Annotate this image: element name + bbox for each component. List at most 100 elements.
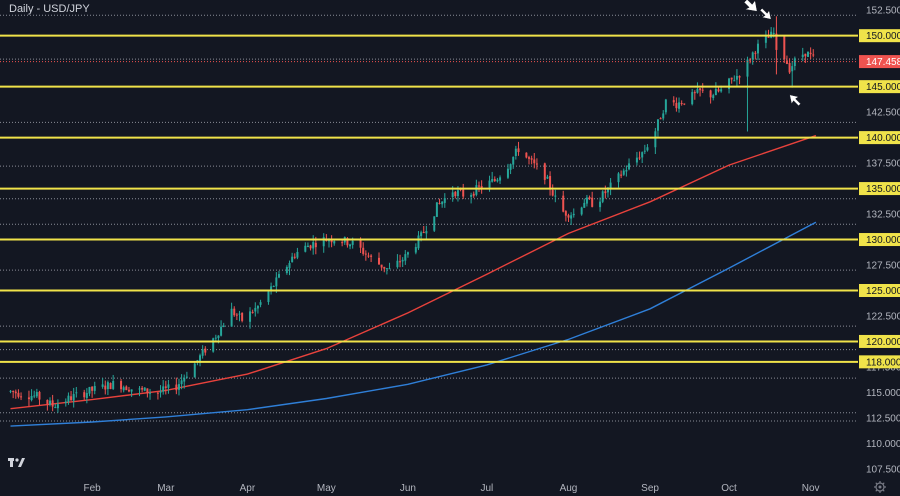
candle-body <box>699 88 702 91</box>
candle-body <box>120 380 123 390</box>
candle-body <box>177 384 180 390</box>
x-tick-label: May <box>317 483 336 494</box>
candle-body <box>330 240 333 243</box>
candle-body <box>327 240 330 242</box>
y-tick-label: 112.500 <box>866 413 900 424</box>
candle-body <box>570 215 573 219</box>
candle-body <box>533 159 536 164</box>
candle-body <box>106 382 109 390</box>
time-axis[interactable] <box>0 476 858 496</box>
candle-body <box>109 382 112 390</box>
candle-body <box>217 335 220 339</box>
candle-body <box>222 325 225 327</box>
candle-body <box>175 384 178 391</box>
tradingview-logo-icon[interactable] <box>8 458 25 467</box>
candle-body <box>549 176 552 190</box>
candle-body <box>496 179 499 182</box>
candle-body <box>746 59 749 77</box>
candle-body <box>401 259 404 262</box>
candle-body <box>238 313 241 315</box>
candle-body <box>396 260 399 268</box>
candle-body <box>785 60 788 64</box>
candle-body <box>435 202 438 217</box>
level-price-label: 130.000 <box>866 235 900 246</box>
candle-body <box>199 355 202 361</box>
candle-body <box>604 191 607 194</box>
candle-body <box>306 245 309 248</box>
candle-body <box>185 376 188 378</box>
candle-body <box>791 66 794 72</box>
candle-body <box>588 197 591 199</box>
candle-body <box>730 77 733 80</box>
candle-body <box>143 387 146 391</box>
candle-body <box>259 302 262 305</box>
candle-body <box>249 311 252 322</box>
candle-body <box>46 399 49 404</box>
candle-body <box>783 36 786 60</box>
gear-icon[interactable] <box>874 481 886 493</box>
candle-body <box>793 58 796 67</box>
candle-body <box>622 170 625 175</box>
candle-body <box>272 286 275 288</box>
candle-body <box>617 173 620 183</box>
candle-body <box>9 390 12 392</box>
candle-body <box>125 386 128 391</box>
candle-body <box>714 89 717 96</box>
candle-body <box>127 389 130 392</box>
candle-body <box>720 89 723 92</box>
x-tick-label: Aug <box>560 483 578 494</box>
candle-body <box>383 266 386 269</box>
candle-body <box>364 253 367 255</box>
candle-body <box>654 131 657 148</box>
candle-body <box>517 148 520 153</box>
candle-body <box>291 256 294 263</box>
candle-body <box>433 216 436 231</box>
candle-body <box>535 163 538 165</box>
x-tick-label: Feb <box>83 483 101 494</box>
candle-body <box>478 185 481 187</box>
candle-body <box>580 207 583 215</box>
candle-body <box>164 386 167 388</box>
candle-body <box>417 235 420 249</box>
candle-body <box>472 193 475 196</box>
x-tick-label: Sep <box>641 483 659 494</box>
level-price-badge <box>859 355 900 369</box>
candle-body <box>67 395 70 402</box>
candle-body <box>64 401 67 404</box>
candle-body <box>33 395 36 397</box>
candle-body <box>167 384 170 388</box>
candle-body <box>712 95 715 99</box>
level-price-badge <box>859 80 900 94</box>
candle-body <box>701 89 704 91</box>
candle-body <box>646 147 649 151</box>
annotation-arrow-icon <box>789 94 801 107</box>
candle-body <box>620 174 623 176</box>
x-tick-label: Mar <box>157 483 175 494</box>
moving-average-line <box>10 221 817 427</box>
candle-body <box>514 148 517 157</box>
candle-body <box>101 384 104 387</box>
candle-body <box>193 363 196 378</box>
candle-body <box>625 170 628 172</box>
candle-body <box>806 51 809 57</box>
level-price-label: 145.000 <box>866 82 900 93</box>
candle-body <box>288 263 291 269</box>
candle-body <box>804 53 807 57</box>
candle-body <box>54 407 57 409</box>
y-tick-label: 107.500 <box>866 464 900 475</box>
candle-body <box>388 268 391 270</box>
candle-body <box>728 78 731 89</box>
candle-body <box>493 179 496 181</box>
candle-body <box>528 157 531 159</box>
level-price-label: 120.000 <box>866 337 900 348</box>
candle-body <box>591 197 594 207</box>
candle-body <box>230 308 233 327</box>
candle-body <box>441 201 444 205</box>
candle-body <box>75 392 78 394</box>
candle-body <box>601 191 604 202</box>
candle-body <box>359 239 362 248</box>
candle-body <box>772 32 775 34</box>
level-price-badge <box>859 233 900 247</box>
candle-body <box>454 191 457 197</box>
